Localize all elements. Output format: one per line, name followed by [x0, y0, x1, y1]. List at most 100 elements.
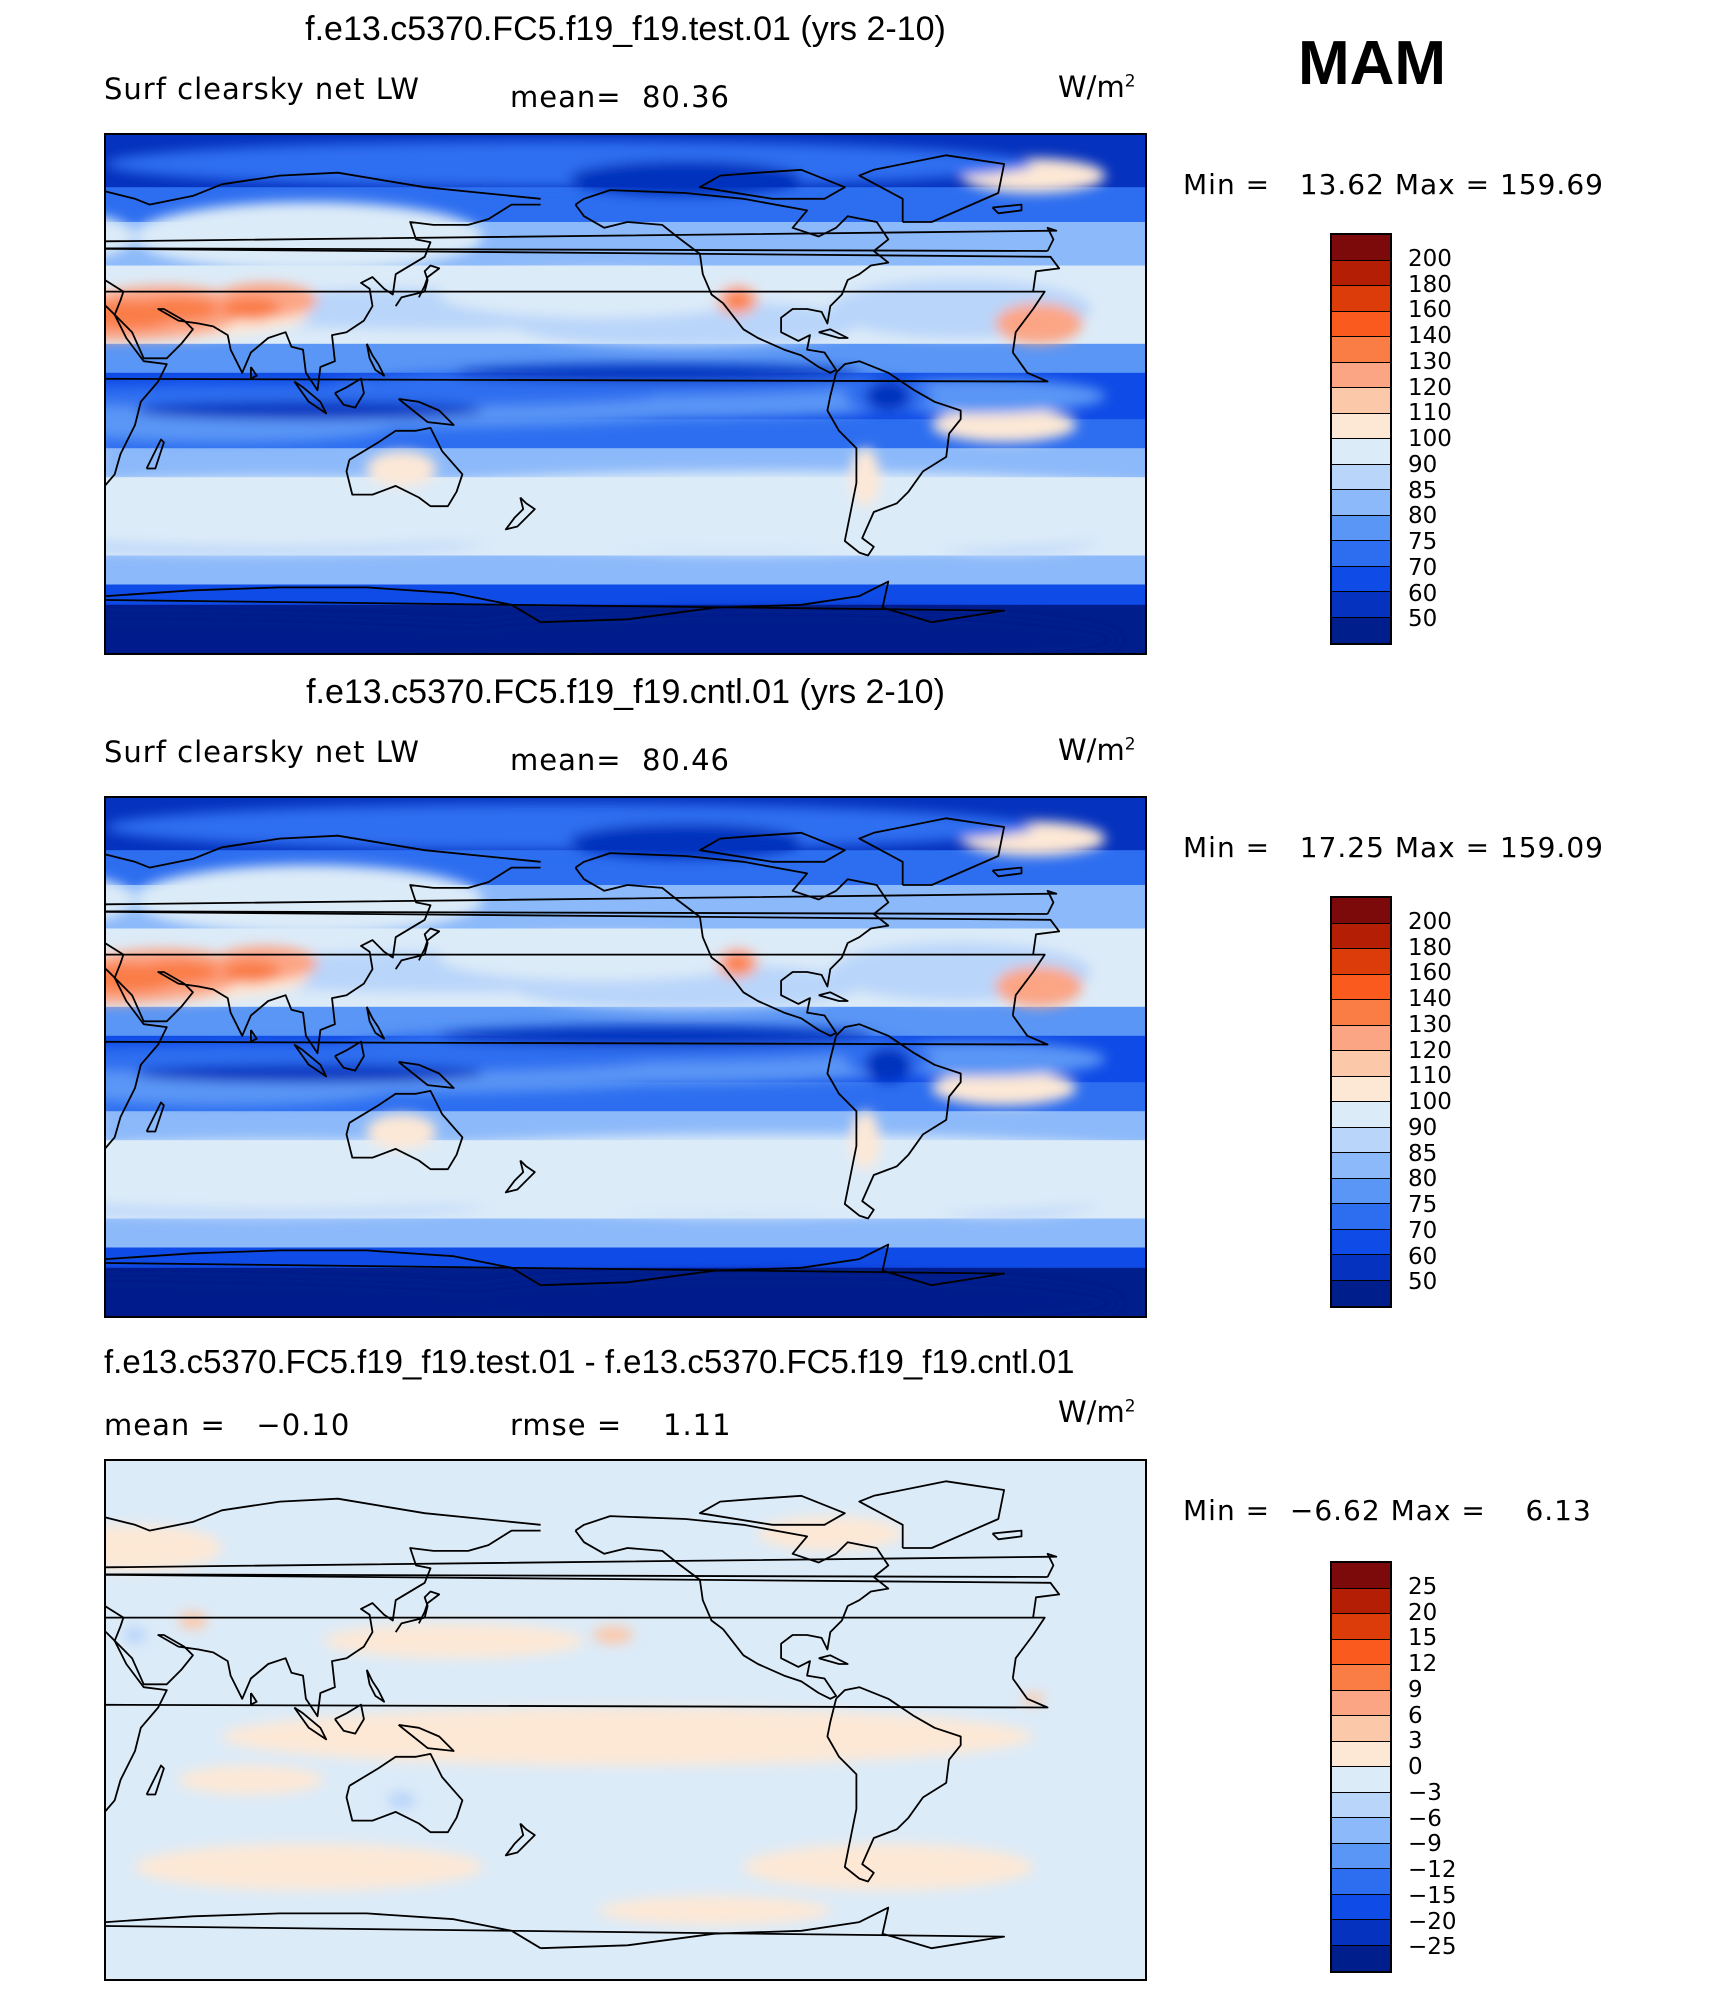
coastline — [106, 953, 1049, 1149]
colorbar-swatch — [1332, 1843, 1390, 1869]
colorbar-swatch — [1332, 362, 1390, 388]
coastline — [365, 343, 386, 377]
field-patch — [850, 448, 880, 507]
colorbar-swatch — [1332, 1665, 1390, 1691]
panel2-map-field — [106, 798, 1145, 1316]
coastline — [106, 580, 1005, 624]
colorbar-tick-label: 140 — [1408, 986, 1452, 1012]
panel2-title: f.e13.c5370.FC5.f19_f19.cntl.01 (yrs 2-1… — [306, 673, 945, 711]
panel3-units: W/m2 — [1058, 1395, 1136, 1429]
colorbar-swatch — [1332, 515, 1390, 541]
panel1-colorbar — [1330, 233, 1392, 645]
coastline — [699, 168, 846, 200]
colorbar-swatch — [1332, 1102, 1390, 1128]
field-patch — [134, 1064, 483, 1083]
field-patch — [995, 966, 1083, 1007]
colorbar-tick-label: −15 — [1408, 1882, 1457, 1909]
coastline — [991, 866, 1023, 878]
field-patch — [323, 1623, 585, 1659]
coastline — [398, 1724, 455, 1752]
coastline — [145, 1764, 165, 1796]
coastline — [699, 831, 846, 863]
field-patch — [221, 960, 280, 984]
coastline — [106, 290, 1049, 486]
field-patch — [134, 201, 483, 272]
colorbar-swatch — [1332, 1153, 1390, 1179]
coastline — [106, 1906, 1005, 1950]
colorbar-tick-label: 160 — [1408, 960, 1452, 987]
colorbar-swatch — [1332, 1051, 1390, 1077]
field-patch — [134, 401, 483, 420]
colorbar-swatch — [1332, 1076, 1390, 1102]
panel1-title: f.e13.c5370.FC5.f19_f19.test.01 (yrs 2-1… — [305, 10, 946, 48]
field-patch — [439, 1025, 874, 1046]
colorbar-tick-label: 60 — [1408, 1243, 1438, 1270]
field-patch — [569, 161, 802, 196]
coastline — [345, 1089, 464, 1171]
colorbar-swatch — [1332, 592, 1390, 618]
field-patch — [134, 864, 483, 935]
coastline — [991, 1529, 1023, 1541]
panel3-colorbar — [1330, 1561, 1392, 1973]
field-patch — [439, 271, 758, 318]
panel1-map-field — [106, 135, 1145, 653]
coastline — [106, 1243, 1005, 1287]
coastline — [293, 1043, 328, 1078]
field-patch — [106, 880, 135, 919]
colorbar-tick-label: −9 — [1408, 1831, 1442, 1858]
colorbar-swatch — [1332, 311, 1390, 337]
colorbar-tick-label: 160 — [1408, 297, 1452, 324]
colorbar-tick-label: 85 — [1408, 477, 1438, 504]
colorbar-swatch — [1332, 566, 1390, 592]
colorbar-swatch — [1332, 464, 1390, 490]
colorbar-tick-label: 9 — [1408, 1676, 1423, 1703]
colorbar-swatch — [1332, 388, 1390, 414]
coastline — [106, 1616, 1049, 1812]
colorbar-tick-label: 0 — [1408, 1754, 1423, 1780]
colorbar-swatch — [1332, 1690, 1390, 1716]
panel2-colorbar — [1330, 896, 1392, 1308]
field-patch — [387, 1791, 417, 1809]
coastline — [249, 1692, 258, 1706]
field-patch — [106, 384, 657, 408]
field-patch — [424, 1273, 1120, 1316]
colorbar-swatch — [1332, 1229, 1390, 1255]
coastline — [504, 1822, 536, 1857]
colorbar-swatch — [1332, 1255, 1390, 1281]
panel1-min-max: Min = 13.62 Max = 159.69 — [1183, 168, 1604, 201]
colorbar-swatch — [1332, 541, 1390, 567]
coastline — [394, 1590, 441, 1633]
colorbar-tick-label: −12 — [1408, 1857, 1457, 1883]
field-patch — [123, 1626, 147, 1644]
colorbar-tick-label: 50 — [1408, 606, 1438, 633]
colorbar-tick-label: 50 — [1408, 1269, 1438, 1296]
panel2-min-max: Min = 17.25 Max = 159.09 — [1183, 831, 1604, 864]
coastline — [398, 398, 455, 426]
colorbar-swatch — [1332, 1178, 1390, 1204]
colorbar-swatch — [1332, 1204, 1390, 1230]
panel1-map — [104, 133, 1147, 655]
coastline — [858, 154, 1005, 223]
panel1-mean-label: mean= 80.36 — [510, 80, 730, 114]
colorbar-swatch — [1332, 1639, 1390, 1665]
colorbar-swatch — [1332, 974, 1390, 1000]
coastline — [334, 1040, 365, 1072]
coastline — [991, 203, 1023, 215]
coastline — [826, 1686, 962, 1883]
colorbar-tick-label: 20 — [1408, 1599, 1438, 1626]
colorbar-swatch — [1332, 1588, 1390, 1614]
colorbar-tick-label: 90 — [1408, 1114, 1438, 1141]
colorbar-tick-label: 200 — [1408, 245, 1452, 272]
coastline — [293, 380, 328, 415]
coastline — [106, 226, 1058, 252]
colorbar-swatch — [1332, 1869, 1390, 1895]
colorbar-swatch — [1332, 923, 1390, 949]
field-patch — [743, 1843, 1034, 1891]
field-patch — [221, 297, 280, 321]
colorbar-tick-label: −6 — [1408, 1805, 1442, 1832]
colorbar-swatch — [1332, 1818, 1390, 1844]
field-patch — [106, 477, 628, 547]
panel2-mean-label: mean= 80.46 — [510, 743, 730, 777]
field-patch — [366, 1114, 437, 1149]
field-patch — [850, 1111, 880, 1170]
